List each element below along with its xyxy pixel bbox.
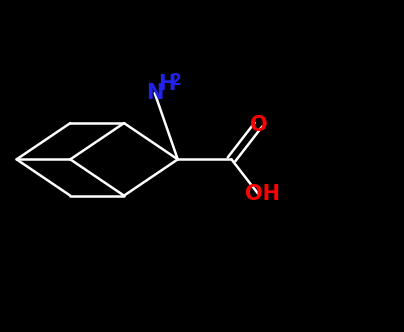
Text: O: O [250,115,267,135]
Text: H: H [158,74,176,94]
Text: OH: OH [245,184,280,204]
Text: 2: 2 [171,73,181,88]
Text: N: N [146,83,164,103]
